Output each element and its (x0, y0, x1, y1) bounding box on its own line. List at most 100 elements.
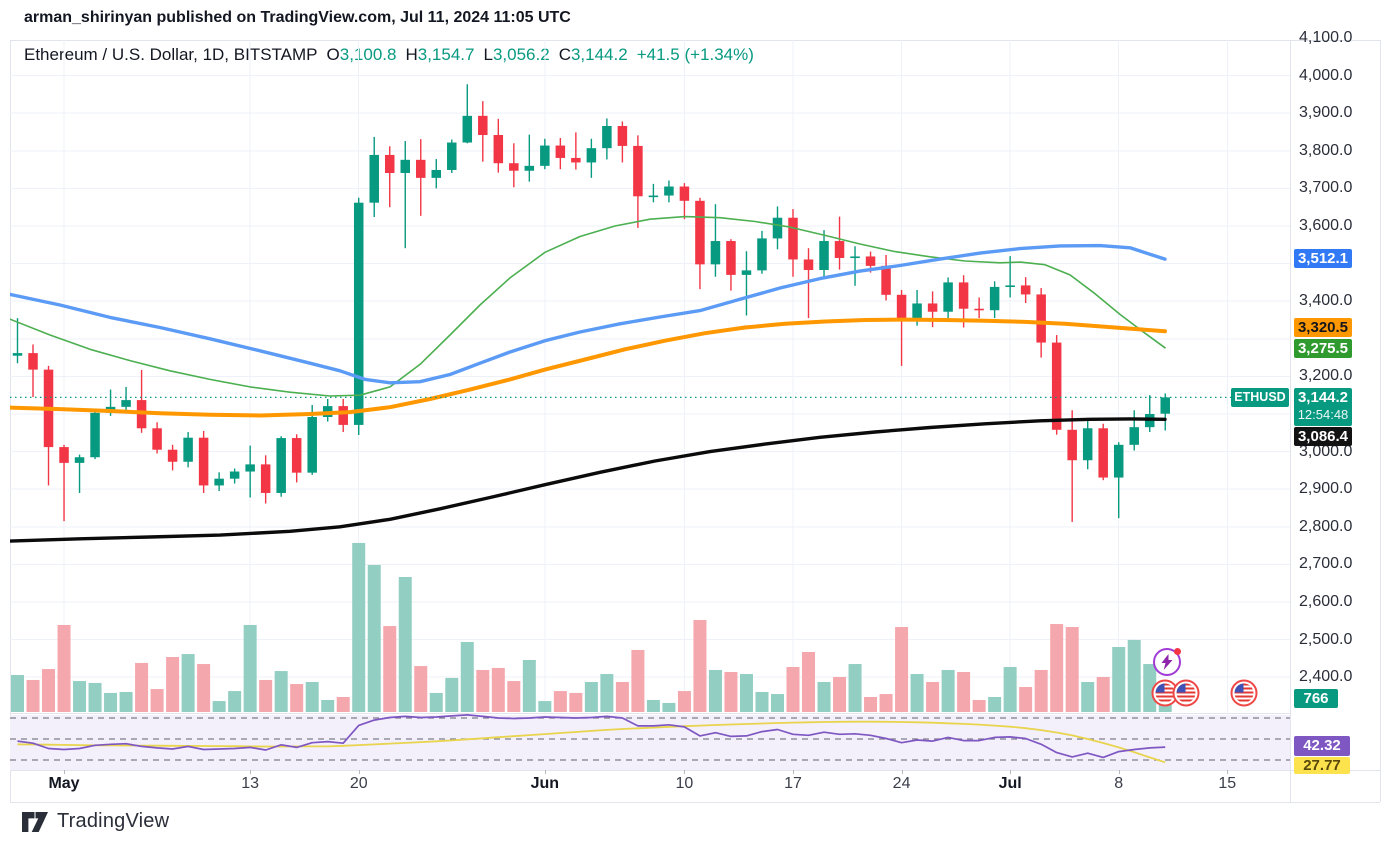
candle[interactable] (788, 209, 798, 277)
volume-bar[interactable] (739, 674, 753, 712)
us-flag-icon[interactable] (1151, 679, 1179, 707)
volume-bar[interactable] (212, 701, 226, 712)
volume-bar[interactable] (1081, 682, 1095, 712)
candle[interactable] (633, 135, 643, 228)
candle[interactable] (59, 444, 69, 522)
volume-bar[interactable] (135, 662, 149, 712)
candle[interactable] (43, 365, 54, 486)
candle[interactable] (136, 370, 147, 433)
candle[interactable] (338, 398, 348, 433)
volume-bar[interactable] (569, 692, 583, 712)
candle[interactable] (1082, 420, 1093, 470)
candle[interactable] (276, 436, 286, 497)
volume-bar[interactable] (181, 654, 195, 712)
us-flag-icon[interactable] (1230, 679, 1258, 707)
volume-bar[interactable] (910, 674, 924, 712)
volume-bar[interactable] (26, 679, 40, 712)
candle[interactable] (260, 455, 271, 504)
volume-bar[interactable] (104, 692, 118, 712)
volume-bar[interactable] (1034, 669, 1048, 712)
candle[interactable] (989, 281, 1000, 319)
volume-bar[interactable] (662, 702, 676, 712)
candle[interactable] (1098, 423, 1108, 481)
volume-bar[interactable] (817, 682, 831, 712)
chart-legend[interactable]: Ethereum / U.S. Dollar, 1D, BITSTAMP O3,1… (24, 45, 754, 65)
candle[interactable] (881, 254, 891, 301)
candle[interactable] (384, 146, 395, 208)
volume-bar[interactable] (197, 664, 211, 712)
volume-bar[interactable] (42, 669, 56, 712)
candle[interactable] (943, 277, 953, 320)
candle[interactable] (245, 445, 255, 498)
volume-bar[interactable] (615, 682, 629, 712)
candle[interactable] (648, 183, 659, 203)
volume-bar[interactable] (274, 671, 288, 712)
volume-bar[interactable] (879, 694, 893, 712)
candle[interactable] (478, 101, 488, 162)
candle[interactable] (1020, 277, 1031, 304)
volume-bar[interactable] (88, 682, 102, 712)
candle[interactable] (198, 430, 209, 493)
candle[interactable] (896, 289, 907, 366)
volume-bar[interactable] (770, 694, 784, 712)
volume-bar[interactable] (1065, 627, 1079, 712)
candle[interactable] (710, 204, 721, 277)
volume-bar[interactable] (584, 682, 598, 712)
volume-bar[interactable] (600, 674, 614, 712)
volume-bar[interactable] (383, 626, 397, 712)
candle[interactable] (74, 454, 85, 493)
symbol-title[interactable]: Ethereum / U.S. Dollar, 1D, BITSTAMP (24, 45, 318, 64)
volume-bar[interactable] (848, 664, 862, 712)
volume-bar[interactable] (926, 682, 940, 712)
volume-bar[interactable] (1112, 647, 1126, 712)
volume-bar[interactable] (755, 692, 769, 712)
candle[interactable] (617, 121, 628, 163)
candle[interactable] (819, 230, 829, 278)
volume-bar[interactable] (166, 657, 180, 712)
candle[interactable] (540, 138, 550, 170)
volume-bar[interactable] (646, 699, 660, 712)
candle[interactable] (462, 84, 473, 144)
volume-bar[interactable] (336, 697, 350, 712)
candle[interactable] (307, 404, 317, 475)
candle[interactable] (664, 180, 674, 203)
volume-bar[interactable] (367, 564, 381, 712)
candle[interactable] (322, 398, 333, 422)
volume-bar[interactable] (864, 697, 878, 712)
candle[interactable] (695, 197, 705, 290)
volume-bar[interactable] (988, 697, 1002, 712)
volume-bar[interactable] (290, 684, 304, 712)
candle[interactable] (555, 138, 566, 170)
candle[interactable] (416, 139, 426, 216)
candle[interactable] (586, 138, 597, 178)
candle[interactable] (28, 344, 38, 398)
volume-bar[interactable] (57, 624, 71, 712)
volume-bar[interactable] (414, 666, 428, 712)
volume-bar[interactable] (708, 669, 722, 712)
volume-bar[interactable] (73, 681, 87, 712)
candle[interactable] (1113, 442, 1124, 519)
candle[interactable] (12, 318, 23, 364)
volume-bar[interactable] (476, 669, 490, 712)
volume-bar[interactable] (305, 682, 319, 712)
candle[interactable] (493, 118, 504, 173)
volume-bar[interactable] (150, 689, 164, 712)
price-chart[interactable] (10, 40, 1290, 770)
volume-bar[interactable] (724, 672, 738, 712)
volume-bar[interactable] (228, 691, 242, 712)
tradingview-brand-text[interactable]: TradingView (57, 810, 170, 832)
volume-bar[interactable] (1096, 677, 1110, 712)
attribution-bar[interactable]: TradingView (22, 810, 169, 833)
volume-bar[interactable] (522, 659, 536, 712)
candle[interactable] (447, 139, 457, 173)
volume-bar[interactable] (445, 677, 459, 712)
candle[interactable] (353, 197, 364, 436)
candle[interactable] (400, 141, 411, 249)
volume-bar[interactable] (941, 669, 955, 712)
candle[interactable] (121, 386, 131, 411)
volume-bar[interactable] (352, 542, 366, 712)
candle[interactable] (741, 251, 752, 316)
candle[interactable] (1129, 410, 1139, 451)
candle[interactable] (974, 297, 984, 319)
candle[interactable] (571, 132, 581, 170)
